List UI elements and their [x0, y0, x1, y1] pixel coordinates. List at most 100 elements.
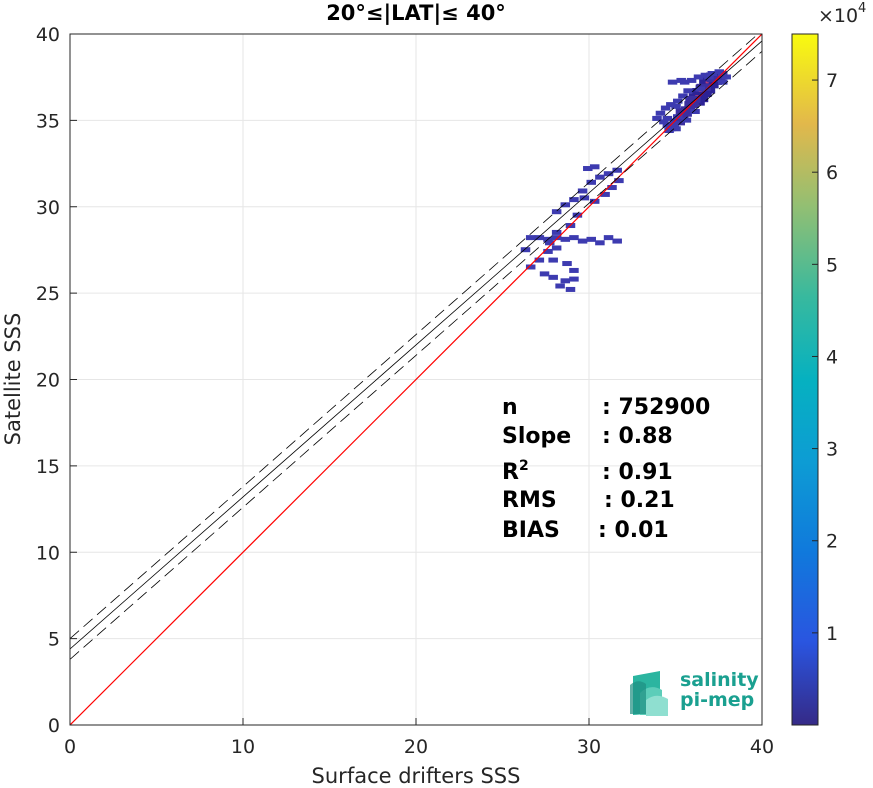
y-tick-label: 25 [36, 283, 60, 305]
density-cell [662, 115, 673, 121]
density-cell [673, 98, 683, 104]
density-cell [589, 164, 600, 170]
density-cell [562, 261, 572, 267]
density-cell [676, 77, 686, 83]
x-tick-label: 30 [577, 736, 601, 758]
density-cell [695, 86, 705, 92]
density-cell [652, 115, 662, 121]
density-cell [534, 257, 545, 263]
density-cell [612, 167, 622, 173]
stat-value: : 752900 [602, 395, 710, 420]
density-cell [565, 286, 576, 292]
stat-key: RMS [502, 488, 557, 513]
density-cell [659, 119, 669, 125]
logo-line1: salinity [680, 669, 759, 691]
density-cell [577, 238, 588, 244]
density-cell [614, 178, 624, 184]
stat-key: BIAS [502, 518, 560, 543]
density-cell [520, 247, 531, 253]
stat-value: : 0.91 [602, 460, 673, 485]
density-cell [551, 245, 562, 251]
density-cell [560, 202, 571, 208]
density-cell [551, 235, 562, 241]
density-cell [707, 71, 718, 77]
density-cell [551, 229, 562, 235]
density-cell [595, 174, 605, 180]
density-cell [548, 257, 558, 263]
density-cell [569, 276, 579, 282]
density-cell [721, 74, 731, 80]
y-tick-label: 35 [36, 110, 60, 132]
density-cell [569, 235, 579, 241]
density-cell [671, 103, 681, 109]
density-cell [577, 188, 588, 194]
colorbar-tick-label: 6 [826, 162, 838, 184]
y-tick-label: 5 [48, 629, 60, 651]
colorbar-exponent: 4 [858, 1, 866, 16]
colorbar-tick-label: 1 [826, 623, 838, 645]
x-tick-label: 0 [64, 736, 76, 758]
density-cell [678, 93, 688, 99]
density-cell [669, 121, 680, 127]
y-tick-label: 15 [36, 456, 60, 478]
density-cell [560, 278, 571, 284]
density-cell [700, 72, 711, 78]
density-cell [525, 235, 536, 241]
colorbar-multiplier: ×10 [818, 5, 858, 27]
colorbar-ticks: 1 2 3 4 5 6 7 [812, 70, 838, 645]
density-cell [600, 191, 610, 197]
y-tick-label: 30 [36, 197, 60, 219]
density-cell [569, 197, 579, 203]
stat-value: : 0.21 [604, 488, 675, 513]
stat-key: n [502, 395, 518, 420]
density-cell [706, 75, 722, 83]
colorbar-tick-label: 7 [826, 70, 838, 92]
density-cell [595, 240, 605, 246]
density-cell [673, 114, 683, 120]
density-cell [686, 95, 701, 103]
density-cell [579, 195, 590, 201]
stat-value: : 0.01 [598, 518, 669, 543]
regression-lines [70, 34, 762, 725]
density-cell [548, 274, 558, 280]
colorbar-tick-label: 4 [826, 346, 838, 368]
density-cell [607, 185, 617, 191]
density-cell [560, 236, 571, 242]
density-cell [692, 88, 712, 98]
y-tick-label: 10 [36, 542, 60, 564]
density-cell [686, 77, 697, 83]
stat-key: Slope [502, 424, 571, 449]
stat-value: : 0.88 [602, 424, 673, 449]
density-cell [717, 79, 728, 85]
identity-line [70, 34, 762, 725]
fit-band-line [70, 34, 759, 639]
density-cell [683, 88, 693, 94]
density-cell [586, 179, 596, 185]
density-cell [603, 171, 614, 177]
density-core-cell [705, 81, 709, 84]
density-cell [690, 109, 700, 115]
y-tick-label: 20 [36, 370, 60, 392]
density-cell [664, 128, 674, 134]
x-axis-ticks: 0 10 20 30 40 [64, 718, 774, 758]
y-axis-ticks: 0 5 10 15 20 25 30 35 40 [36, 24, 77, 737]
y-tick-label: 0 [48, 715, 60, 737]
colorbar-tick-label: 3 [826, 439, 838, 461]
chart-title: 20°≤|LAT|≤ 40° [326, 1, 506, 26]
y-axis-label: Satellite SSS [1, 313, 25, 446]
density-cell [569, 267, 579, 273]
density-cell [539, 271, 550, 277]
colorbar-tick-label: 2 [826, 531, 838, 553]
density-cell [583, 166, 593, 172]
x-axis-label: Surface drifters SSS [312, 764, 521, 788]
density-cell [572, 212, 583, 218]
density-cell [551, 209, 562, 215]
density-cell [693, 74, 704, 80]
density-cell [525, 264, 536, 270]
density-cell [671, 126, 681, 132]
salinity-pi-mep-logo: salinity pi-mep [630, 669, 759, 716]
density-cell [681, 117, 692, 123]
density-cell [660, 105, 671, 111]
